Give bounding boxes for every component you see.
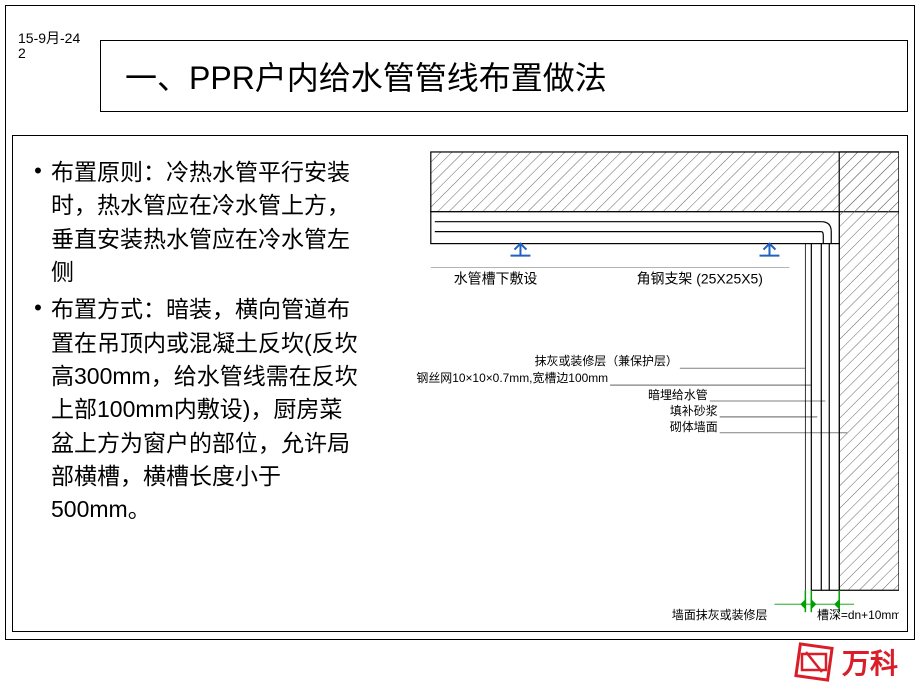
date-label: 15-9月-24 xyxy=(18,28,80,48)
title-box: 一、PPR户内给水管管线布置做法 xyxy=(100,40,908,112)
bullet-list: • 布置原则：冷热水管平行安装时，热水管应在冷水管上方，垂直安装热水管应在冷水管… xyxy=(13,136,373,631)
svg-text:水管槽下敷设: 水管槽下敷设 xyxy=(454,270,538,286)
content-area: • 布置原则：冷热水管平行安装时，热水管应在冷水管上方，垂直安装热水管应在冷水管… xyxy=(12,135,908,632)
svg-text:墙面抹灰或装修层: 墙面抹灰或装修层 xyxy=(672,607,768,622)
svg-text:砌体墙面: 砌体墙面 xyxy=(670,420,718,434)
bullet-item: • 布置方式：暗装，横向管道布置在吊顶内或混凝土反坎(反坎高300mm，给水管线… xyxy=(25,293,361,526)
svg-text:暗埋给水管: 暗埋给水管 xyxy=(648,387,708,402)
bullet-content: 布置原则：冷热水管平行安装时，热水管应在冷水管上方，垂直安装热水管应在冷水管左侧 xyxy=(51,156,361,289)
bullet-item: • 布置原则：冷热水管平行安装时，热水管应在冷水管上方，垂直安装热水管应在冷水管… xyxy=(25,156,361,289)
page-number: 2 xyxy=(18,45,26,61)
svg-text:槽深=dn+10mm: 槽深=dn+10mm xyxy=(817,608,899,622)
bullet-marker: • xyxy=(25,293,51,526)
bullet-marker: • xyxy=(25,156,51,289)
title-text: 一、PPR户内给水管管线布置做法 xyxy=(125,53,607,99)
bullet-content: 布置方式：暗装，横向管道布置在吊顶内或混凝土反坎(反坎高300mm，给水管线需在… xyxy=(51,293,361,526)
svg-text:钢丝网10×10×0.7mm,宽槽边100mm: 钢丝网10×10×0.7mm,宽槽边100mm xyxy=(416,370,608,385)
svg-text:角钢支架 (25X25X5): 角钢支架 (25X25X5) xyxy=(637,270,763,286)
vanke-logo-icon xyxy=(794,642,834,682)
pipe-layout-svg: 水管槽下敷设 角钢支架 (25X25X5) 抹灰或装修层（兼保护层） 钢丝网10… xyxy=(381,144,899,622)
svg-text:填补砂浆: 填补砂浆 xyxy=(670,403,718,418)
technical-diagram: 水管槽下敷设 角钢支架 (25X25X5) 抹灰或装修层（兼保护层） 钢丝网10… xyxy=(373,136,907,631)
svg-text:抹灰或装修层（兼保护层）: 抹灰或装修层（兼保护层） xyxy=(535,353,678,368)
logo-text: 万科 xyxy=(842,642,898,682)
logo: 万科 xyxy=(794,642,898,682)
